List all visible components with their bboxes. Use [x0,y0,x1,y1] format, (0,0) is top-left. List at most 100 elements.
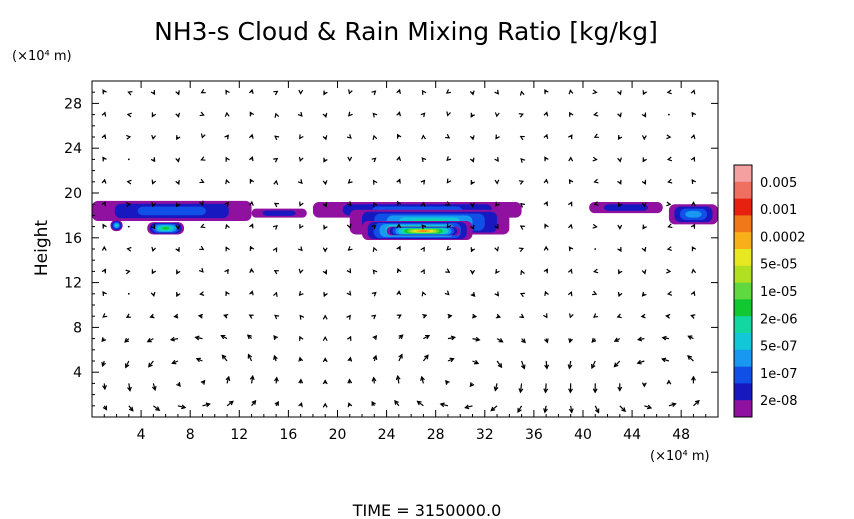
wind-vector [520,360,526,370]
wind-vector [322,336,328,342]
wind-vector [299,223,304,230]
wind-vector [225,375,231,384]
wind-vector [421,134,426,140]
wind-vector [323,90,328,96]
wind-vector [346,134,352,139]
wind-vector [592,290,598,296]
wind-vector [446,178,452,184]
wind-vector [249,245,255,251]
wind-vector [322,357,328,363]
wind-vector [297,111,303,117]
wind-vector [151,383,157,392]
wind-vector [346,223,352,229]
wind-vector [372,269,378,275]
wind-vector [175,247,180,253]
wind-vector [200,88,206,94]
wind-vector [420,201,426,207]
wind-vector [298,378,304,384]
wind-vector [127,91,133,96]
wind-vector [470,269,475,275]
wind-vector [195,357,203,363]
wind-vector [149,313,155,319]
wind-vector [126,246,132,252]
wind-vector [226,400,234,407]
wind-vector [247,353,253,362]
wind-vector [691,111,697,117]
wind-vector [420,112,426,118]
wind-vector [102,290,107,297]
cloud-region [147,222,185,235]
colorbar-label: 1e-07 [760,367,798,382]
wind-vector [251,399,257,407]
wind-vector [445,379,450,385]
wind-vector [398,334,404,340]
wind-vector [593,201,599,206]
wind-vector [126,134,132,140]
wind-vector [225,246,230,252]
wind-vector [567,201,573,207]
wind-vector [617,134,623,141]
wind-vector [175,179,180,186]
x-tick-label: 36 [525,427,543,443]
wind-vector [464,404,473,410]
chart-title: NH3-s Cloud & Rain Mixing Ratio [kg/kg] [154,17,658,46]
wind-vector [150,291,156,298]
wind-vector [127,383,132,392]
colorbar: 0.005 0.001 0.0002 5e-05 1e-05 2e-06 5e-07 1e-0… [733,164,806,418]
wind-vector [520,269,525,275]
wind-vector [421,291,427,297]
wind-vector [617,90,622,96]
wind-vector [274,400,279,407]
wind-vector [518,247,524,252]
wind-vector [493,383,499,392]
wind-vector [447,313,453,319]
wind-vector [543,405,548,414]
wind-vector [422,354,429,362]
wind-vector [471,313,478,319]
wind-vector [543,245,549,251]
wind-vector [198,267,204,273]
wind-vector [593,111,599,117]
wind-vector [617,224,623,230]
wind-vector [445,201,451,206]
y-tick-label: 8 [73,320,82,336]
wind-vector [469,135,475,141]
wind-vector [153,405,161,411]
wind-vector [371,314,377,320]
wind-vector [323,291,328,298]
wind-vector [422,313,428,319]
x-tick-label: 44 [623,427,641,443]
wind-vector [469,224,475,230]
cloud-region [668,204,718,225]
wind-vector [617,179,622,185]
wind-vector [592,156,598,162]
wind-vector [396,155,402,162]
wind-vector [396,245,401,251]
wind-vector [151,112,157,118]
wind-vector [567,360,573,370]
wind-vector [470,112,475,118]
wind-vector [691,246,697,252]
wind-vector [124,360,130,369]
wind-vector [543,111,549,117]
wind-vector [176,381,181,388]
wind-vector [691,268,697,274]
wind-vector [274,135,280,141]
wind-vector [224,111,230,117]
wind-vector [151,246,157,253]
wind-vector [469,157,475,163]
wind-vector [472,336,481,342]
wind-vector [371,90,377,96]
wind-vector [396,267,402,274]
wind-vector [249,223,254,229]
wind-vector [690,133,696,140]
wind-vector [496,338,504,343]
wind-vector [661,335,669,341]
y-axis-label: Height [32,220,52,277]
wind-vector [372,354,378,362]
wind-vector [102,89,107,95]
wind-vector [347,356,353,362]
colorbar-swatch [734,316,752,334]
wind-vector [447,357,455,363]
wind-vector [520,157,526,163]
